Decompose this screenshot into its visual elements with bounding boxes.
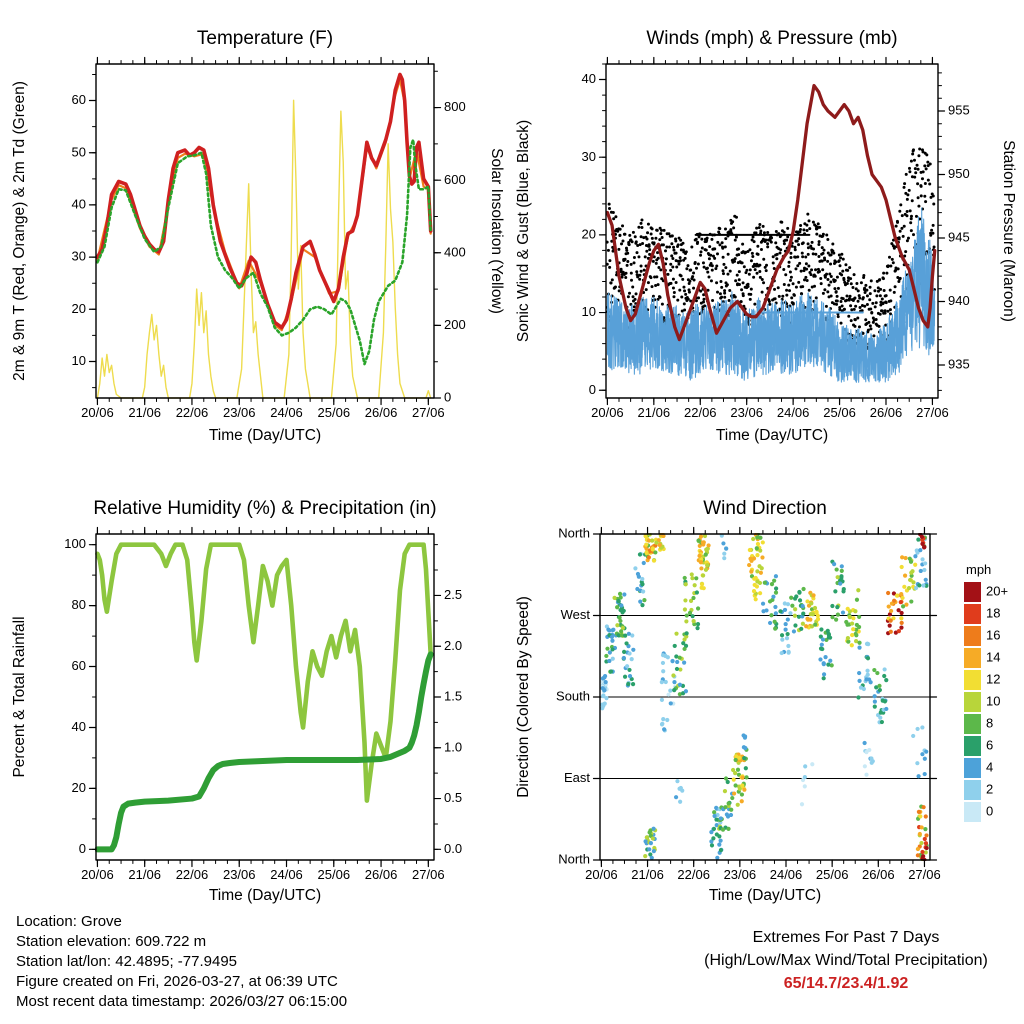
extremes-values: 65/14.7/23.4/1.92	[783, 975, 909, 992]
figure-created: Figure created on Fri, 2026-03-27, at 06…	[16, 973, 338, 990]
station-elevation: Station elevation: 609.722 m	[16, 933, 207, 950]
data-timestamp: Most recent data timestamp: 2026/03/27 0…	[16, 993, 348, 1010]
extremes-subtitle: (High/Low/Max Wind/Total Precipitation)	[704, 952, 988, 969]
temperature-chart	[8, 8, 504, 448]
winds-pressure-chart	[512, 8, 1016, 448]
wind-direction-chart	[512, 488, 1016, 908]
humidity-precipitation-chart	[8, 488, 504, 908]
extremes-info: Extremes For Past 7 Days (High/Low/Max W…	[660, 926, 1024, 995]
extremes-title: Extremes For Past 7 Days	[752, 929, 940, 946]
station-latlon: Station lat/lon: 42.4895; -77.9495	[16, 953, 238, 970]
station-info: Location: Grove Station elevation: 609.7…	[16, 912, 347, 1012]
station-location: Location: Grove	[16, 913, 122, 930]
